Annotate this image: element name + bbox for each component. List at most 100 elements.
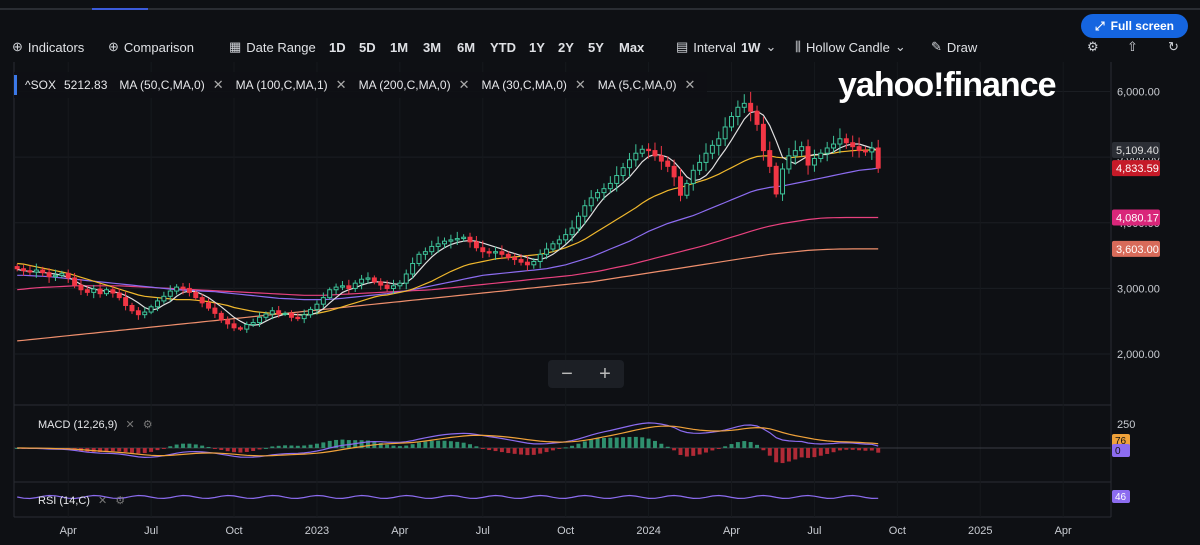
ma-50-line xyxy=(17,167,879,301)
macd-histogram-bar xyxy=(251,448,256,451)
comparison-button[interactable]: ⊕ Comparison xyxy=(108,36,194,58)
range-1m[interactable]: 1M xyxy=(390,36,408,58)
close-icon[interactable]: ✕ xyxy=(458,77,470,92)
macd-histogram-bar xyxy=(225,448,230,452)
macd-histogram-bar xyxy=(506,448,511,454)
range-3m[interactable]: 3M xyxy=(423,36,441,58)
range-1d[interactable]: 1D xyxy=(329,36,346,58)
legend-study-ma5[interactable]: MA (5,C,MA,0) ✕ xyxy=(598,77,696,93)
macd-histogram-bar xyxy=(244,448,249,452)
range-label: 2Y xyxy=(558,39,574,55)
candle-up xyxy=(607,182,613,190)
legend-study-ma100[interactable]: MA (100,C,MA,1) ✕ xyxy=(236,77,347,93)
share-button[interactable]: ⇧ xyxy=(1127,36,1138,58)
chart-type-button[interactable]: ⫼ Hollow Candle ⌄ xyxy=(795,36,906,58)
candle-down xyxy=(665,160,671,167)
study-label: MA (200,C,MA,0) xyxy=(358,78,451,92)
candle-up xyxy=(33,269,39,273)
symbol-price: 5212.83 xyxy=(63,78,108,92)
candle-up xyxy=(391,285,396,289)
candle-down xyxy=(767,150,773,167)
legend-study-ma200[interactable]: MA (200,C,MA,0) ✕ xyxy=(359,77,470,93)
macd-histogram-bar xyxy=(544,448,549,453)
candle-up xyxy=(537,253,543,263)
zoom-in-icon[interactable]: + xyxy=(599,362,611,385)
date-range-label: Date Range xyxy=(246,39,316,55)
settings-button[interactable]: ⚙ xyxy=(1087,36,1099,58)
price-chart[interactable]: 6,000.005,000.004,000.003,000.002,000.00… xyxy=(0,60,1200,545)
candle-down xyxy=(856,146,862,152)
candle-down xyxy=(843,138,849,144)
candle-up xyxy=(104,289,109,295)
interval-button[interactable]: ▤ Interval 1W ⌄ xyxy=(676,36,776,58)
close-icon[interactable]: ✕ xyxy=(335,77,347,92)
range-2y[interactable]: 2Y xyxy=(558,36,574,58)
macd-histogram-bar xyxy=(595,438,600,448)
rsi-legend[interactable]: RSI (14,C) ✕ ⚙ xyxy=(38,494,126,508)
full-screen-button[interactable]: ⤢ Full screen xyxy=(1081,14,1188,38)
candle-up xyxy=(709,144,715,154)
candle-up xyxy=(403,273,409,284)
close-icon[interactable]: ✕ xyxy=(684,77,696,92)
legend-symbol[interactable]: ^SOX 5212.83 xyxy=(25,78,107,92)
candle-up xyxy=(716,138,722,146)
candle-up xyxy=(563,234,569,241)
indicators-button[interactable]: ⊕ Indicators xyxy=(12,36,84,58)
range-label: YTD xyxy=(490,39,516,55)
candle-down xyxy=(65,272,71,279)
close-icon[interactable]: ✕ xyxy=(97,495,108,507)
range-max[interactable]: Max xyxy=(619,36,644,58)
legend-study-ma50[interactable]: MA (50,C,MA,0) ✕ xyxy=(119,77,223,93)
macd-histogram-bar xyxy=(136,448,141,454)
candle-up xyxy=(582,205,588,217)
macd-histogram-bar xyxy=(98,448,103,453)
reset-button[interactable]: ↻ xyxy=(1168,36,1179,58)
macd-histogram-bar xyxy=(206,446,211,448)
macd-histogram-bar xyxy=(525,448,530,456)
zoom-out-icon[interactable]: − xyxy=(561,362,573,385)
candle-down xyxy=(212,307,218,314)
settings-icon[interactable]: ⚙ xyxy=(142,419,153,431)
macd-histogram-bar xyxy=(844,448,849,450)
x-tick-label: Jul xyxy=(144,525,158,537)
candle-up xyxy=(244,324,250,330)
symbol-name: ^SOX xyxy=(25,78,56,92)
macd-histogram-bar xyxy=(793,448,798,460)
refresh-icon: ↻ xyxy=(1168,39,1179,54)
macd-value-badge xyxy=(1112,444,1130,457)
candle-down xyxy=(46,272,52,278)
close-icon[interactable]: ✕ xyxy=(574,77,586,92)
range-1y[interactable]: 1Y xyxy=(529,36,545,58)
legend-study-ma30[interactable]: MA (30,C,MA,0) ✕ xyxy=(482,77,586,93)
candle-down xyxy=(499,251,505,255)
candle-up xyxy=(454,238,460,241)
date-range-button[interactable]: ▦ Date Range xyxy=(229,36,316,58)
candle-down xyxy=(378,281,384,286)
range-5y[interactable]: 5Y xyxy=(588,36,604,58)
close-icon[interactable]: ✕ xyxy=(125,419,135,431)
draw-button[interactable]: ✎ Draw xyxy=(931,36,977,58)
price-label-badge xyxy=(1112,141,1160,158)
range-6m[interactable]: 6M xyxy=(457,36,475,58)
macd-histogram-bar xyxy=(480,448,485,449)
candle-down xyxy=(518,259,524,263)
price-label-badge xyxy=(1112,160,1160,177)
interval-value: 1W xyxy=(740,39,761,55)
close-icon[interactable]: ✕ xyxy=(212,77,224,92)
range-label: 1M xyxy=(390,39,409,55)
range-ytd[interactable]: YTD xyxy=(490,36,516,58)
macd-histogram-bar xyxy=(149,448,154,452)
macd-legend[interactable]: MACD (12,26,9) ✕ ⚙ xyxy=(38,418,153,432)
candle-up xyxy=(416,253,422,264)
study-label: MA (50,C,MA,0) xyxy=(119,78,205,92)
interval-label: Interval xyxy=(693,39,736,55)
range-5d[interactable]: 5D xyxy=(359,36,376,58)
macd-histogram-bar xyxy=(219,448,224,450)
macd-histogram-bar xyxy=(378,443,383,448)
settings-icon[interactable]: ⚙ xyxy=(115,495,126,507)
macd-histogram-bar xyxy=(748,442,753,448)
candle-up xyxy=(167,290,173,297)
range-label: 3M xyxy=(423,39,442,55)
candle-down xyxy=(110,289,116,294)
macd-histogram-bar xyxy=(646,438,651,448)
